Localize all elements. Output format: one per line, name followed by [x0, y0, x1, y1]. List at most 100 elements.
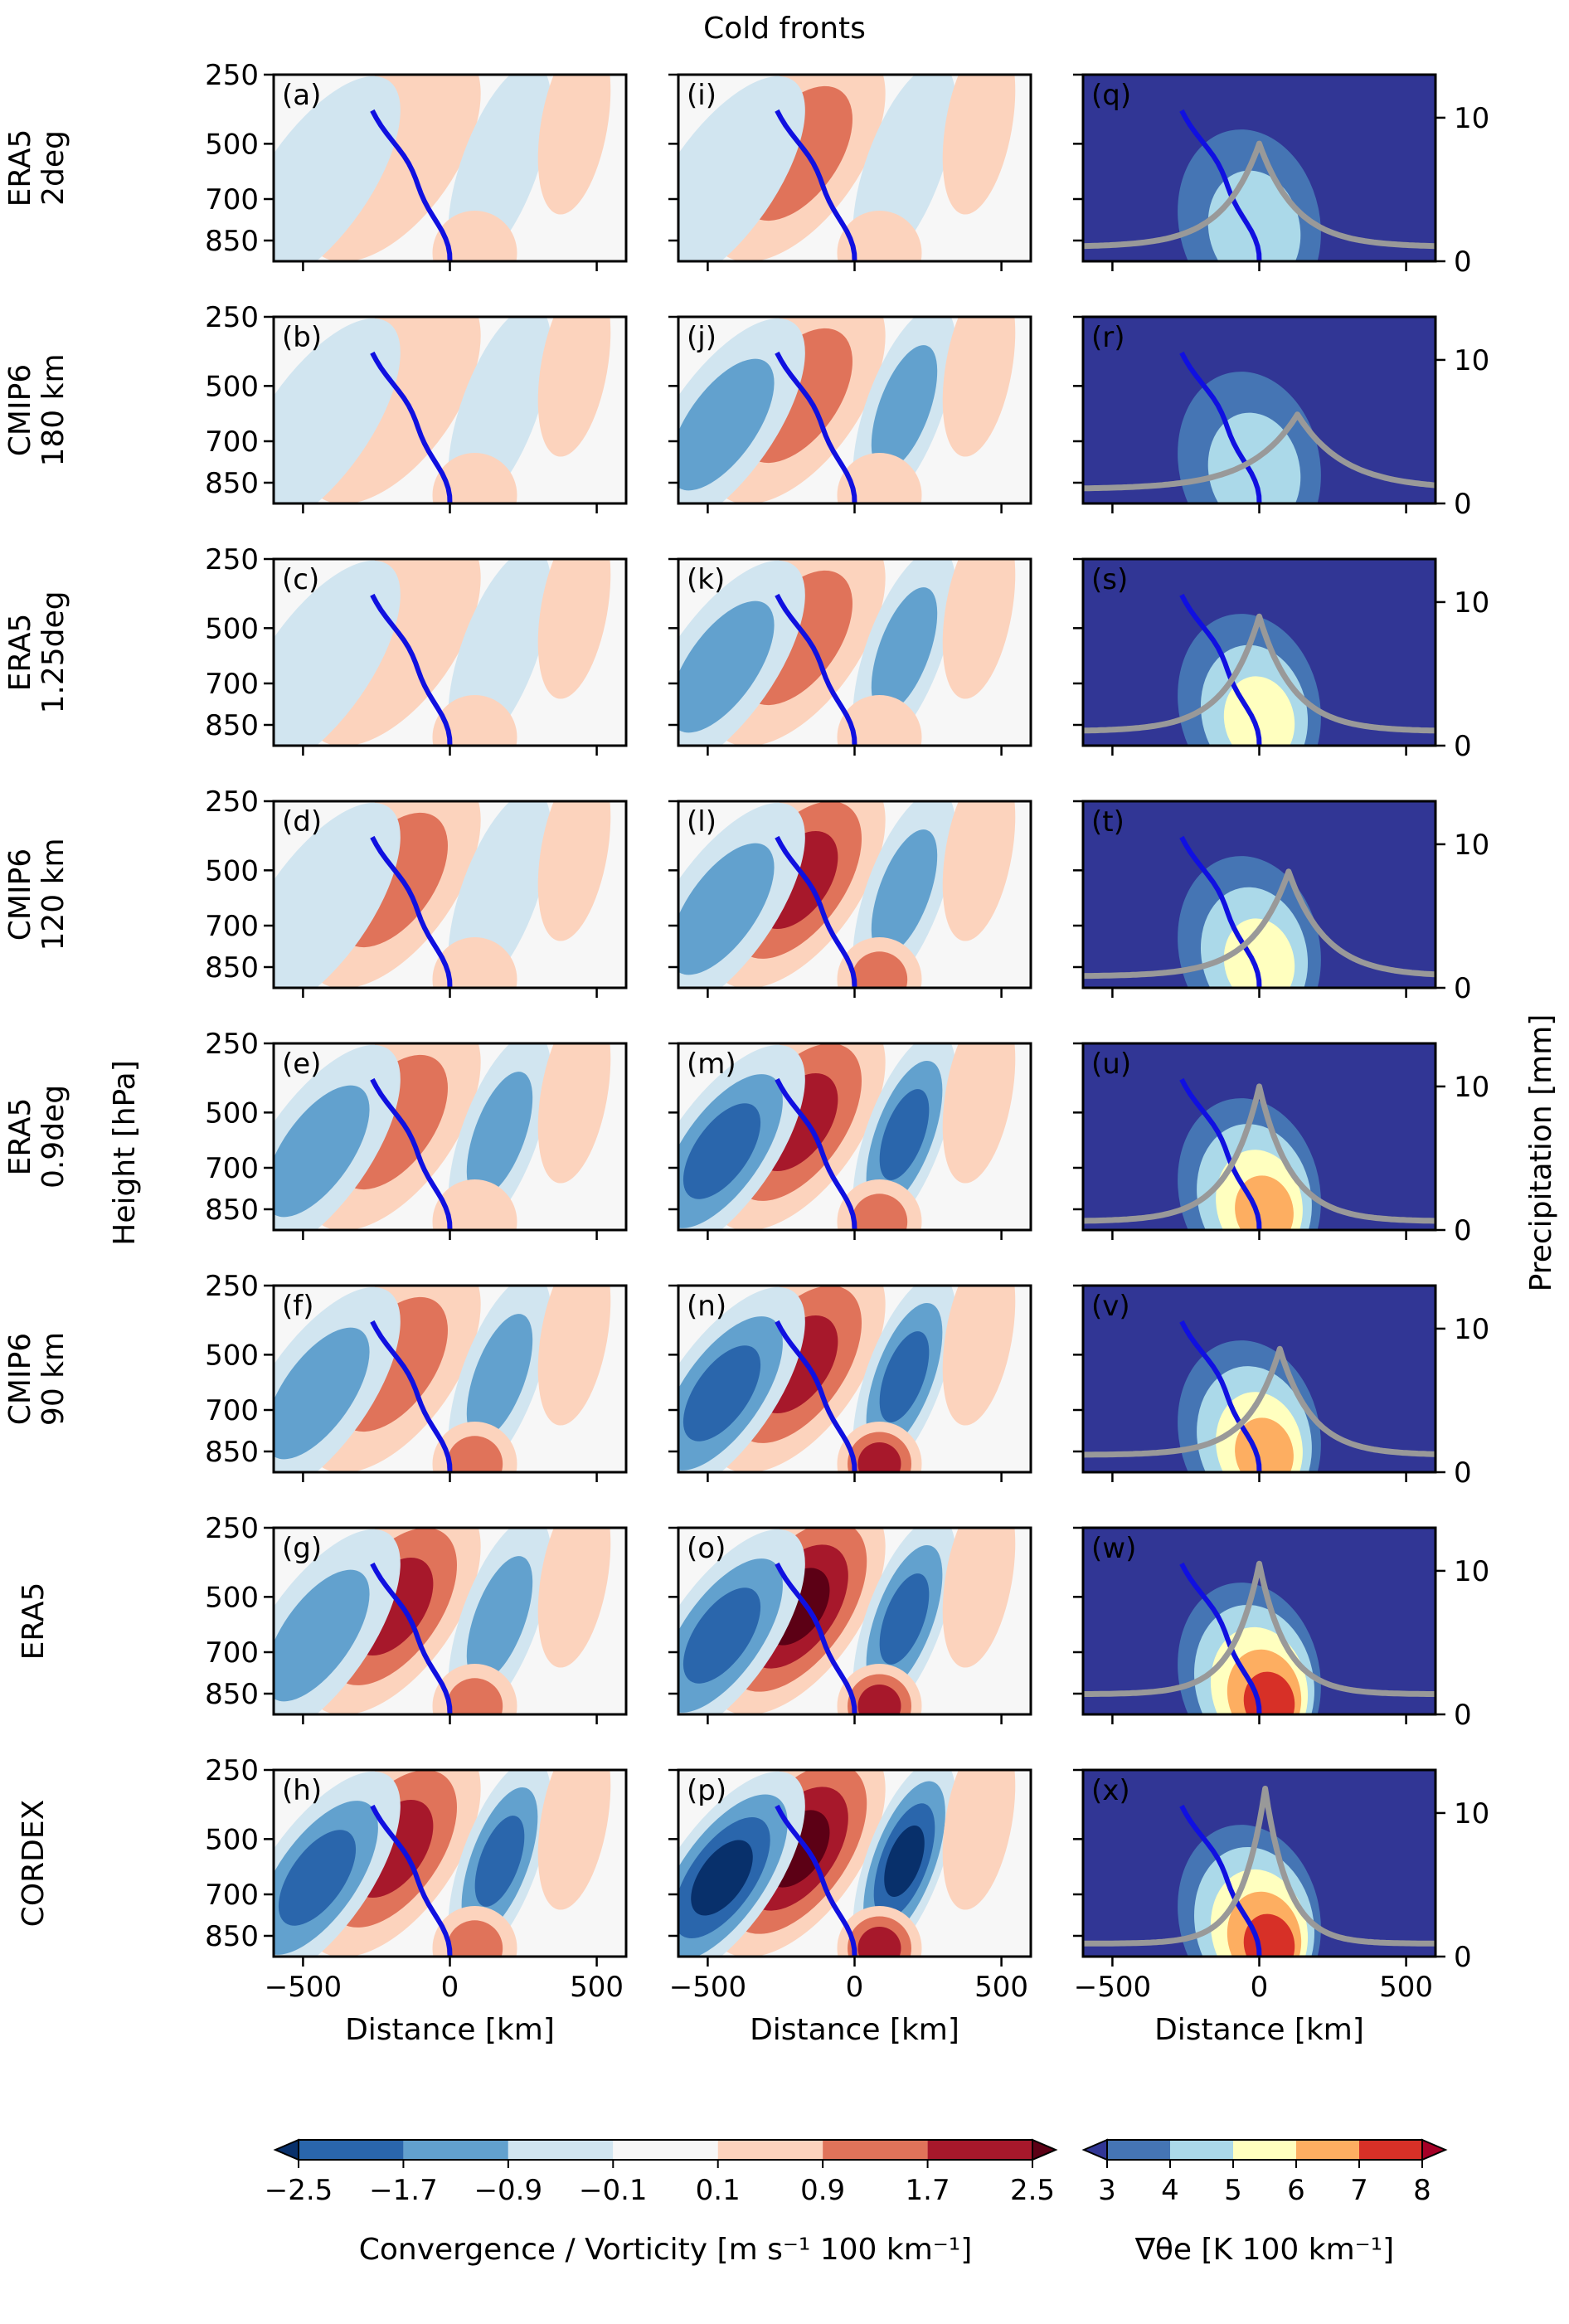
- precipitation-line: [1083, 1786, 1435, 1947]
- panel-letter: (m): [687, 1048, 736, 1081]
- y-tick-label: 850: [205, 467, 259, 500]
- row-label: ERA5: [17, 1583, 51, 1660]
- front-line: [370, 593, 453, 746]
- panel-field: [274, 1770, 626, 1957]
- panel-letter: (l): [687, 805, 716, 839]
- positive-contour: [942, 1043, 1016, 1184]
- front-line: [775, 835, 857, 988]
- panel: (x) −500 0 500 Distance [km] 0 10: [1073, 1768, 1489, 2047]
- panel-field: [678, 1286, 1031, 1472]
- positive-contour: [942, 1528, 1016, 1668]
- positive-contour: [537, 1286, 611, 1426]
- panel: (g) 250 500 700 850: [205, 1512, 628, 1724]
- colorbar-swatch: [1170, 2140, 1233, 2160]
- negative-contour: [884, 1825, 925, 1898]
- colorbar-tick-label: 0.1: [696, 2174, 741, 2207]
- positive-contour: [942, 317, 1016, 457]
- panel-field: [1083, 1043, 1435, 1230]
- front-line: [775, 351, 857, 503]
- y-tick-label: 500: [205, 612, 259, 645]
- x-axis-label: Distance [km]: [345, 2013, 555, 2047]
- y-tick-label: 500: [205, 1581, 259, 1614]
- colorbar-swatch: [299, 2140, 404, 2160]
- y2-tick-label: 10: [1454, 1313, 1489, 1346]
- lowlevel-contour: [851, 951, 908, 988]
- lowlevel-contour: [837, 453, 922, 503]
- y-tick-label: 850: [205, 1678, 259, 1711]
- positive-contour: [942, 1286, 1016, 1426]
- panel-letter: (a): [282, 79, 321, 112]
- lowlevel-contour: [851, 1194, 908, 1230]
- colorbar-tick-label: 7: [1350, 2174, 1368, 2207]
- panel: (e) 250 500 700 850: [205, 1028, 628, 1240]
- front-line: [1179, 351, 1262, 503]
- front-line: [1179, 109, 1262, 261]
- row-label-line: 0.9deg: [36, 1085, 70, 1189]
- colorbar-swatch: [1233, 2140, 1296, 2160]
- y2-tick-label: 10: [1454, 344, 1489, 377]
- panel-letter: (j): [687, 321, 716, 354]
- colorbar-theta-e-gradient: 3 4 5 6 7 8 ∇θe [K 100 km⁻¹]: [1081, 2138, 1448, 2267]
- colorbar-tick-label: 4: [1161, 2174, 1179, 2207]
- panel-field: [1083, 1528, 1435, 1714]
- panel-field: [678, 559, 1031, 746]
- panel-letter: (s): [1091, 563, 1128, 596]
- positive-contour: [942, 1770, 1016, 1910]
- row-label-line: ERA5: [3, 1098, 37, 1176]
- panel-field: [678, 801, 1031, 988]
- y2-tick-label: 10: [1454, 586, 1489, 620]
- negative-contour: [879, 1089, 930, 1180]
- y-tick-label: 700: [205, 425, 259, 459]
- panel-field: [678, 75, 1031, 261]
- front-line: [370, 1804, 453, 1957]
- front-line: [1179, 593, 1262, 746]
- panel: (w) 0 10: [1073, 1526, 1489, 1732]
- lowlevel-contour: [446, 1436, 503, 1472]
- positive-contour: [537, 1528, 611, 1668]
- y-tick-label: 700: [205, 1394, 259, 1427]
- negative-contour: [678, 358, 775, 491]
- front-line: [775, 109, 857, 261]
- lowlevel-contour: [432, 453, 517, 503]
- y-tick-label: 700: [205, 183, 259, 216]
- panel: (a) 250 500 700 850: [205, 59, 628, 271]
- colorbar-tick-label: 1.7: [906, 2174, 950, 2207]
- row-label-line: CMIP6: [3, 1333, 37, 1425]
- negative-contour: [678, 600, 775, 733]
- row-label: CMIP690 km: [3, 1332, 70, 1426]
- colorbar-swatch: [823, 2140, 928, 2160]
- colorbars: −2.5 −1.7 −0.9 −0.1 0.1 0.9 1.7 2.5 Convergence …: [265, 2138, 1448, 2267]
- panel-letter: (r): [1091, 321, 1125, 354]
- y-tick-label: 850: [205, 709, 259, 742]
- panel: (r) 0 10: [1073, 315, 1489, 521]
- lowlevel-contour: [857, 1685, 901, 1714]
- panel-letter: (d): [282, 805, 322, 839]
- panel-letter: (c): [282, 563, 319, 596]
- negative-contour: [466, 1556, 533, 1682]
- colorbar-tick-label: −0.9: [474, 2174, 543, 2207]
- negative-contour: [474, 1816, 525, 1907]
- colorbar-swatch: [613, 2140, 718, 2160]
- row-label-line: CMIP6: [3, 364, 37, 456]
- lowlevel-contour: [446, 1920, 503, 1957]
- panel: (v) 0 10: [1073, 1284, 1489, 1490]
- panel-field: [274, 75, 626, 261]
- panel-letter: (w): [1091, 1532, 1136, 1565]
- colorbar-extend-low: [1081, 2138, 1108, 2161]
- precipitation-line: [1083, 1083, 1435, 1224]
- lowlevel-contour: [857, 1442, 901, 1472]
- front-line: [370, 109, 453, 261]
- x-tick-label: −500: [265, 1971, 342, 2004]
- front-line: [775, 1562, 857, 1714]
- colorbar-swatch: [403, 2140, 508, 2160]
- colorbar-frame: [1106, 2139, 1423, 2161]
- panel-field: [274, 801, 626, 988]
- negative-contour: [871, 345, 938, 471]
- y2-tick-label: 10: [1454, 829, 1489, 862]
- lowlevel-contour: [432, 1179, 517, 1230]
- colorbar-frame: [298, 2139, 1033, 2161]
- y-tick-label: 500: [205, 128, 259, 161]
- negative-contour: [678, 75, 805, 261]
